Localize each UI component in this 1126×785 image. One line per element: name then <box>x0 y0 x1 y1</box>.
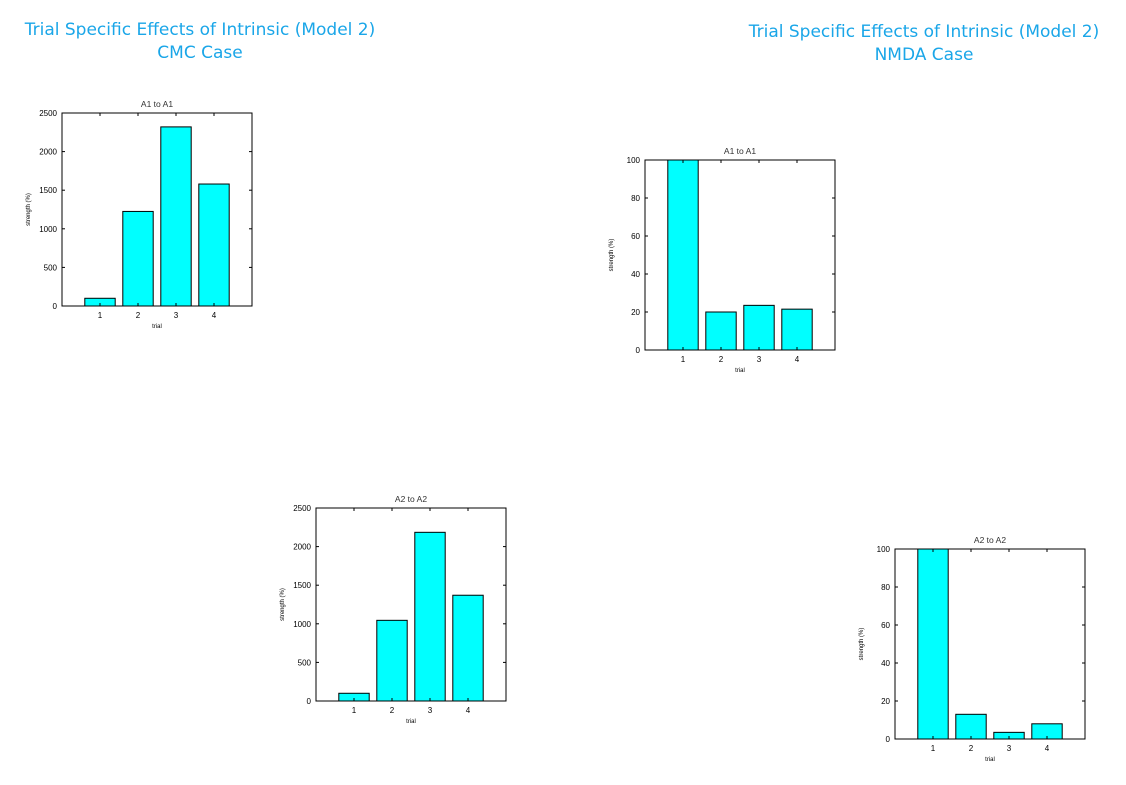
cmc-heading-line1: Trial Specific Effects of Intrinsic (Mod… <box>24 20 376 40</box>
y-tick-label: 2500 <box>293 504 311 513</box>
y-axis-label: strength (%) <box>280 588 286 621</box>
y-tick-label: 2500 <box>39 109 57 118</box>
cmc-case-heading: Trial Specific Effects of Intrinsic (Mod… <box>10 19 390 65</box>
y-tick-label: 1500 <box>39 186 57 195</box>
bar-trial-4 <box>198 183 230 307</box>
y-tick-label: 80 <box>881 583 890 592</box>
y-tick-label: 40 <box>631 270 640 279</box>
plot-frame <box>894 548 1086 740</box>
y-tick-label: 40 <box>881 659 890 668</box>
y-tick-label: 20 <box>881 697 890 706</box>
x-tick-label: 1 <box>681 355 686 364</box>
x-axis-label: trial <box>152 324 162 330</box>
y-tick-label: 0 <box>886 735 891 744</box>
plot-frame <box>315 507 507 702</box>
bar-trial-1 <box>667 159 699 351</box>
x-tick-label: 2 <box>390 706 395 715</box>
chart-title: A2 to A2 <box>395 494 427 504</box>
x-tick-label: 2 <box>969 744 974 753</box>
y-tick-label: 100 <box>877 545 891 554</box>
x-tick-label: 3 <box>174 311 179 320</box>
bar-trial-3 <box>160 126 192 307</box>
chart-title: A1 to A1 <box>141 99 173 109</box>
bar-trial-2 <box>705 311 737 351</box>
bar-trial-2 <box>955 713 987 740</box>
bar-trial-3 <box>414 531 446 702</box>
y-tick-label: 2000 <box>293 543 311 552</box>
chart-title: A1 to A1 <box>724 146 756 156</box>
y-axis-label: strength (%) <box>609 239 615 272</box>
y-tick-label: 0 <box>53 302 58 311</box>
bar-trial-2 <box>376 619 408 702</box>
x-tick-label: 3 <box>428 706 433 715</box>
x-tick-label: 3 <box>1007 744 1012 753</box>
y-axis-label: strength (%) <box>26 193 32 226</box>
y-tick-label: 500 <box>44 263 58 272</box>
x-tick-label: 1 <box>352 706 357 715</box>
chart-title: A2 to A2 <box>974 535 1006 545</box>
x-tick-label: 4 <box>466 706 471 715</box>
bar-trial-3 <box>743 304 775 351</box>
y-tick-label: 1000 <box>39 225 57 234</box>
x-tick-label: 1 <box>98 311 103 320</box>
nmda-heading-line2: NMDA Case <box>874 45 974 65</box>
nmda-heading-line1: Trial Specific Effects of Intrinsic (Mod… <box>748 22 1100 42</box>
x-tick-label: 3 <box>757 355 762 364</box>
y-tick-label: 0 <box>307 697 312 706</box>
x-axis-label: trial <box>735 368 745 374</box>
x-tick-label: 4 <box>795 355 800 364</box>
x-tick-label: 2 <box>136 311 141 320</box>
y-tick-label: 20 <box>631 308 640 317</box>
y-tick-label: 0 <box>636 346 641 355</box>
y-tick-label: 100 <box>627 156 641 165</box>
x-axis-label: trial <box>406 719 416 725</box>
y-tick-label: 1500 <box>293 581 311 590</box>
x-tick-label: 2 <box>719 355 724 364</box>
plot-frame <box>61 112 253 307</box>
x-tick-label: 1 <box>931 744 936 753</box>
bar-trial-4 <box>452 594 484 702</box>
y-tick-label: 2000 <box>39 148 57 157</box>
y-tick-label: 60 <box>881 621 890 630</box>
plot-frame <box>644 159 836 351</box>
y-axis-label: strength (%) <box>859 628 865 661</box>
x-tick-label: 4 <box>1045 744 1050 753</box>
nmda-case-heading: Trial Specific Effects of Intrinsic (Mod… <box>734 21 1114 67</box>
x-tick-label: 4 <box>212 311 217 320</box>
y-tick-label: 1000 <box>293 620 311 629</box>
y-tick-label: 60 <box>631 232 640 241</box>
y-tick-label: 80 <box>631 194 640 203</box>
x-axis-label: trial <box>985 757 995 763</box>
bar-trial-1 <box>917 548 949 740</box>
cmc-heading-line2: CMC Case <box>157 43 243 63</box>
y-tick-label: 500 <box>298 658 312 667</box>
